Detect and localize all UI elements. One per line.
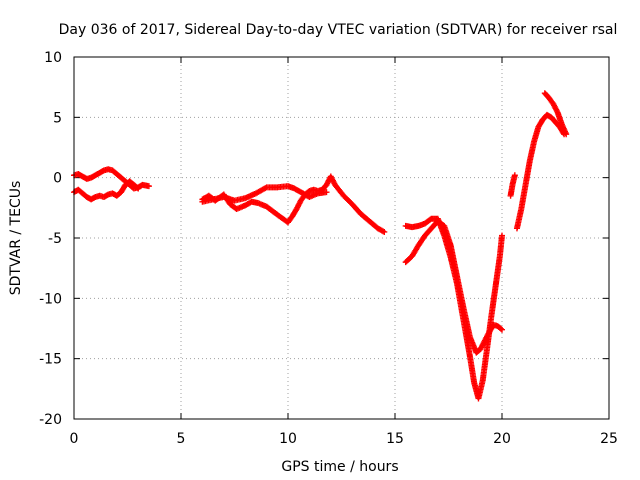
data-point (497, 325, 504, 332)
y-tick-label: -10 (39, 291, 62, 307)
series-6 (402, 218, 505, 356)
y-tick-label: -20 (39, 412, 62, 428)
series-3 (199, 173, 388, 235)
chart-title: Day 036 of 2017, Sidereal Day-to-day VTE… (59, 22, 618, 38)
y-tick-label: -15 (39, 352, 62, 368)
x-tick-label: 5 (177, 431, 186, 447)
y-axis-title: SDTVAR / TECUs (8, 181, 24, 296)
y-tick-labels: 10 5 0 -5 -10 -15 -20 (39, 50, 62, 428)
data-point (380, 228, 387, 235)
x-tick-label: 15 (386, 431, 404, 447)
x-tick-labels: 0 5 10 15 20 25 (70, 431, 618, 447)
y-tick-label: 0 (53, 171, 62, 187)
x-tick-label: 0 (70, 431, 79, 447)
data-point (499, 326, 505, 333)
y-tick-label: 10 (44, 50, 62, 66)
series-4 (199, 183, 330, 205)
plot-frame (73, 56, 610, 420)
x-tick-label: 10 (279, 431, 297, 447)
data-marks (71, 90, 570, 402)
data-point (563, 131, 570, 138)
data-point (135, 185, 142, 192)
data-point (323, 189, 330, 196)
x-axis-title: GPS time / hours (281, 459, 398, 475)
series-8 (513, 111, 568, 232)
y-tick-label: 5 (53, 110, 62, 126)
y-tick-label: -5 (48, 231, 62, 247)
data-point (145, 183, 152, 190)
x-tick-label: 25 (600, 431, 618, 447)
series-9 (541, 90, 570, 138)
grid (74, 57, 609, 419)
data-point (381, 228, 388, 235)
series-7 (507, 172, 518, 199)
data-point (511, 172, 518, 179)
data-point (499, 232, 505, 239)
series-2 (71, 178, 142, 203)
x-tick-label: 20 (493, 431, 511, 447)
data-point (134, 184, 141, 191)
